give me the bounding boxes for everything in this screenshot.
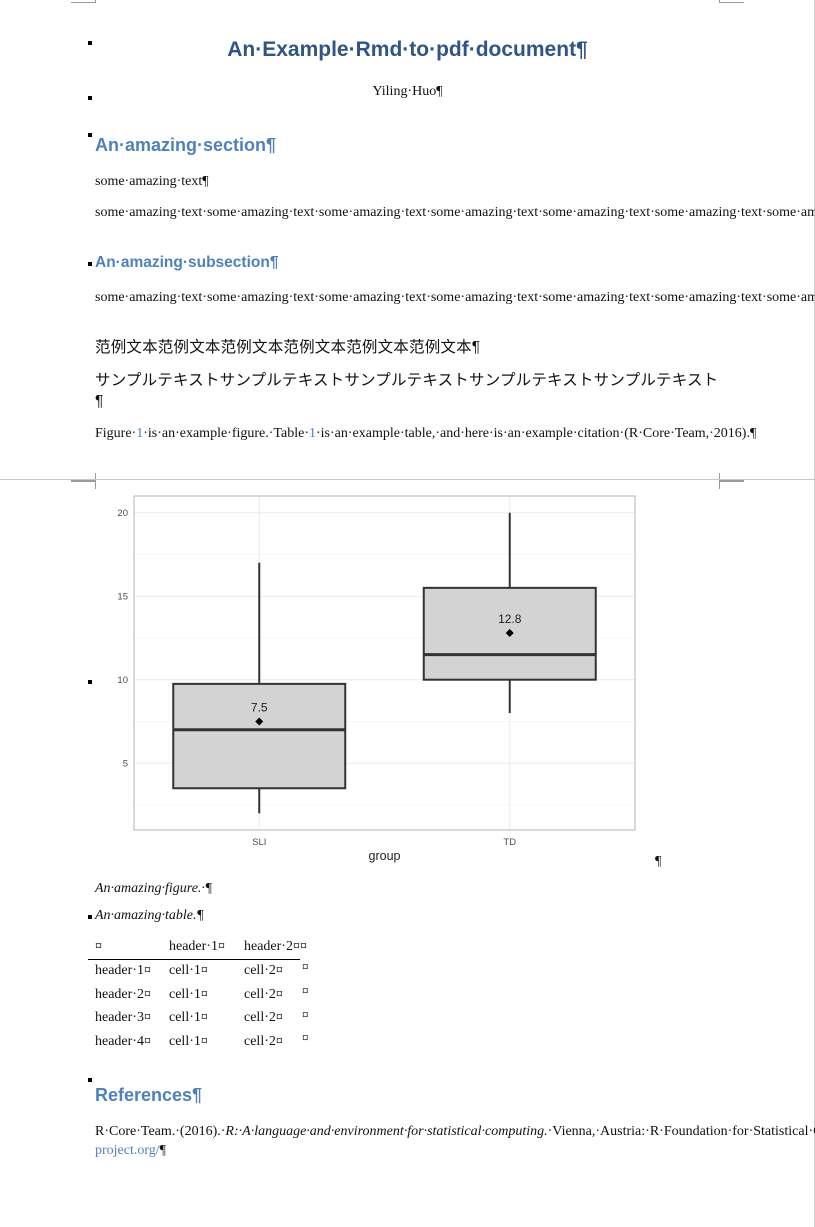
document-author[interactable]: Yiling·Huo¶ bbox=[372, 84, 443, 99]
table-cell[interactable]: ¤ bbox=[301, 1006, 309, 1022]
table-header-cell[interactable]: ¤ bbox=[88, 935, 162, 960]
section-heading[interactable]: An·amazing·section¶ bbox=[95, 135, 277, 155]
table-row: header·4¤ cell·1¤ cell·2¤ ¤ bbox=[88, 1030, 308, 1054]
table-cell[interactable]: cell·2¤ bbox=[244, 963, 283, 979]
box-SLI bbox=[172, 682, 347, 790]
paragraph-anchor-mark bbox=[88, 41, 92, 45]
table-cell[interactable]: cell·1¤ bbox=[169, 986, 208, 1002]
mean-point bbox=[505, 628, 514, 637]
page-corner-marker bbox=[719, 473, 744, 482]
page-corner-marker bbox=[71, 0, 96, 3]
table-cell[interactable]: cell·2¤ bbox=[244, 1033, 283, 1049]
table-cell[interactable]: ¤ bbox=[301, 983, 309, 998]
subsection-heading[interactable]: An·amazing·subsection¶ bbox=[95, 254, 279, 271]
y-tick-label: 10 bbox=[117, 675, 128, 686]
table-cell[interactable]: ¤ bbox=[301, 959, 309, 974]
citation-paragraph[interactable]: Figure·1·is·an·example·figure.·Table·1·i… bbox=[95, 424, 756, 443]
y-tick-label: 5 bbox=[123, 759, 128, 770]
table-ref-link[interactable]: 1 bbox=[308, 426, 316, 441]
ref-text: ·is·an·example·figure.·Table· bbox=[143, 426, 309, 441]
paragraph-mark: ¶ bbox=[159, 1143, 167, 1158]
japanese-paragraph[interactable]: サンプルテキストサンプルテキストサンプルテキストサンプルテキストサンプルテキスト… bbox=[95, 372, 719, 410]
paragraph-anchor-mark bbox=[88, 133, 92, 137]
x-axis-title: group bbox=[369, 849, 401, 863]
figure-caption[interactable]: An·amazing·figure.·¶ bbox=[95, 881, 213, 896]
y-tick-label: 20 bbox=[117, 508, 128, 519]
references-heading[interactable]: References¶ bbox=[95, 1085, 203, 1105]
boxplot-chart[interactable]: 5 10 15 20 SLI TD 7.5 12.8 group bbox=[100, 490, 660, 870]
paragraph-mark: ¶ bbox=[655, 854, 662, 869]
table-row: header·3¤ cell·1¤ cell·2¤ ¤ bbox=[88, 1007, 308, 1031]
table-cell[interactable]: cell·1¤ bbox=[169, 1010, 208, 1026]
table-row: header·2¤ cell·1¤ cell·2¤ ¤ bbox=[88, 983, 308, 1007]
page-break bbox=[0, 479, 815, 480]
mean-label: 12.8 bbox=[498, 612, 522, 626]
mean-point bbox=[255, 717, 264, 726]
ref-title: R:·A·language·and·environment·for·statis… bbox=[225, 1124, 548, 1139]
body-paragraph[interactable]: some·amazing·text¶ bbox=[95, 174, 209, 189]
paragraph-anchor-mark bbox=[88, 1078, 92, 1082]
table-header-cell[interactable]: header·2¤ bbox=[237, 935, 300, 960]
ref-text: Figure· bbox=[95, 426, 137, 441]
document-title[interactable]: An·Example·Rmd·to·pdf·document¶ bbox=[227, 38, 588, 61]
body-paragraph[interactable]: some·amazing·text·some·amazing·text·some… bbox=[95, 290, 815, 305]
table-cell[interactable]: header·2¤ bbox=[95, 986, 151, 1002]
paragraph-anchor-mark bbox=[88, 680, 92, 684]
chinese-paragraph[interactable]: 范例文本范例文本范例文本范例文本范例文本范例文本¶ bbox=[95, 339, 481, 356]
table-cell[interactable]: header·4¤ bbox=[95, 1033, 151, 1049]
table-cell[interactable]: header·1¤ bbox=[95, 963, 151, 979]
table-cell[interactable]: header·3¤ bbox=[95, 1010, 151, 1026]
table-row: header·1¤ cell·1¤ cell·2¤ ¤ bbox=[88, 959, 308, 983]
page-corner-marker bbox=[719, 0, 744, 3]
x-tick-label: TD bbox=[503, 837, 516, 848]
table-cell[interactable]: ¤ bbox=[301, 1030, 309, 1045]
page-corner-marker bbox=[719, 480, 744, 489]
ref-text: ·is·an·example·table,·and·here·is·an·exa… bbox=[315, 426, 757, 441]
table-header-cell[interactable]: header·1¤ bbox=[162, 935, 237, 960]
table-header-cell[interactable]: ¤ bbox=[299, 939, 307, 954]
paragraph-anchor-mark bbox=[88, 262, 92, 266]
figure-ref-link[interactable]: 1 bbox=[136, 426, 144, 441]
panel-border bbox=[133, 495, 636, 831]
ref-publisher: ·Vienna,·Austria:·R·Foundation·for·Stati… bbox=[547, 1124, 815, 1139]
table-header-row: ¤ header·1¤ header·2¤ ¤ bbox=[88, 935, 308, 960]
page-corner-marker bbox=[71, 473, 96, 482]
table-cell[interactable]: cell·1¤ bbox=[169, 963, 208, 979]
paragraph-anchor-mark bbox=[88, 915, 92, 919]
x-tick-label: SLI bbox=[252, 837, 266, 848]
paragraph-anchor-mark bbox=[88, 96, 92, 100]
body-paragraph[interactable]: some·amazing·text·some·amazing·text·some… bbox=[95, 205, 815, 220]
y-tick-label: 15 bbox=[117, 592, 128, 603]
mean-label: 7.5 bbox=[251, 700, 268, 714]
ref-url-link[interactable]: https://www.R-project.org/ bbox=[95, 1143, 160, 1158]
table-caption[interactable]: An·amazing·table.¶ bbox=[95, 908, 204, 923]
table-cell[interactable]: cell·2¤ bbox=[244, 986, 283, 1002]
table-cell[interactable]: cell·2¤ bbox=[244, 1010, 283, 1026]
page-corner-marker bbox=[71, 480, 96, 489]
table-cell[interactable]: cell·1¤ bbox=[169, 1033, 208, 1049]
ref-authors: R·Core·Team.·(2016).· bbox=[95, 1124, 226, 1139]
data-table[interactable]: ¤ header·1¤ header·2¤ ¤ header·1¤ cell·1¤ cell… bbox=[88, 935, 308, 1054]
reference-entry[interactable]: R·Core·Team.·(2016).·R:·A·language·and·e… bbox=[95, 1122, 815, 1160]
